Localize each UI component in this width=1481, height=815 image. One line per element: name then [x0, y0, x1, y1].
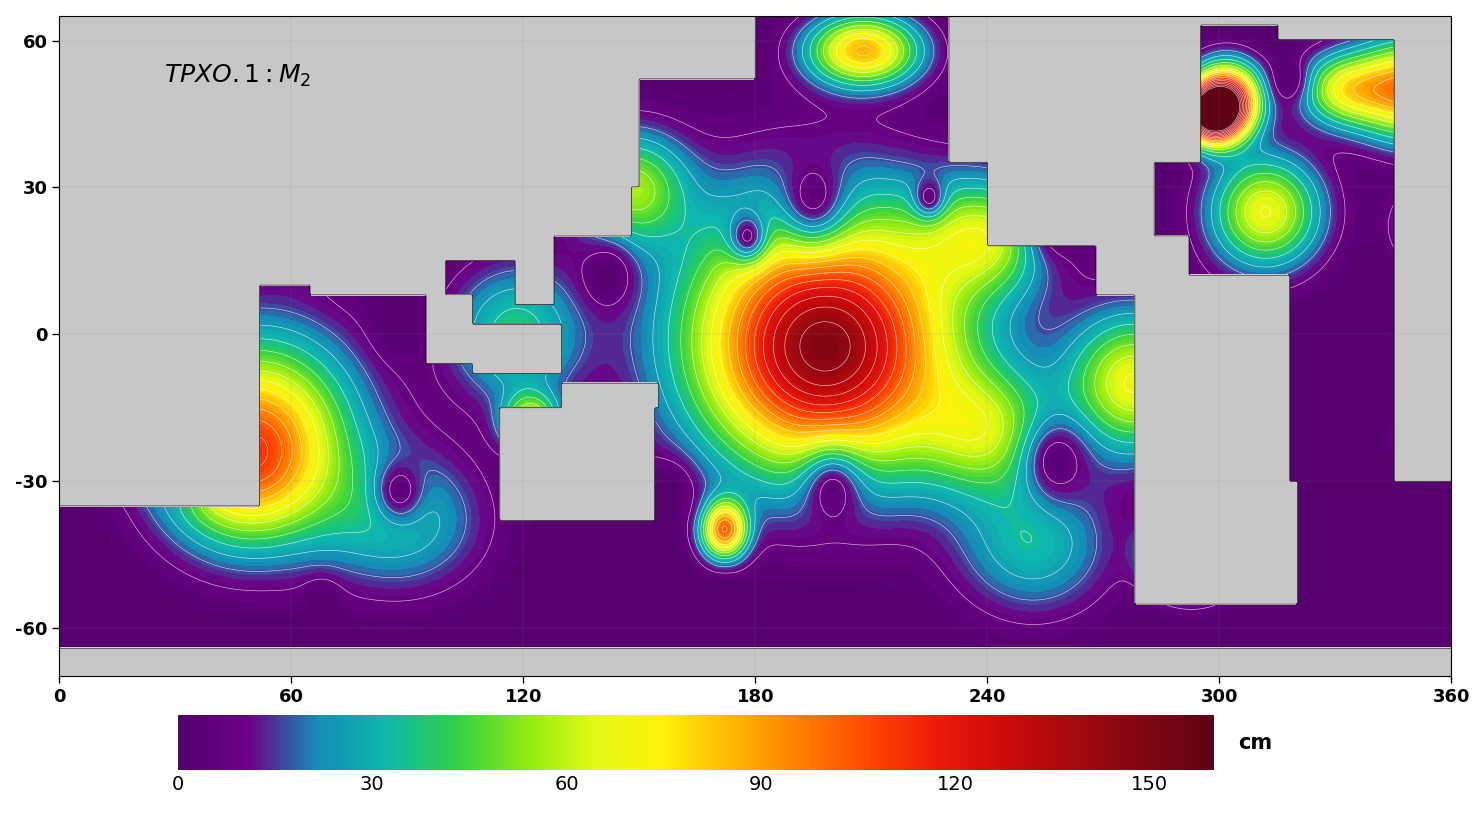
Text: $\mathit{TPXO.1 : M_2}$: $\mathit{TPXO.1 : M_2}$	[163, 63, 311, 89]
Text: cm: cm	[1238, 734, 1272, 753]
